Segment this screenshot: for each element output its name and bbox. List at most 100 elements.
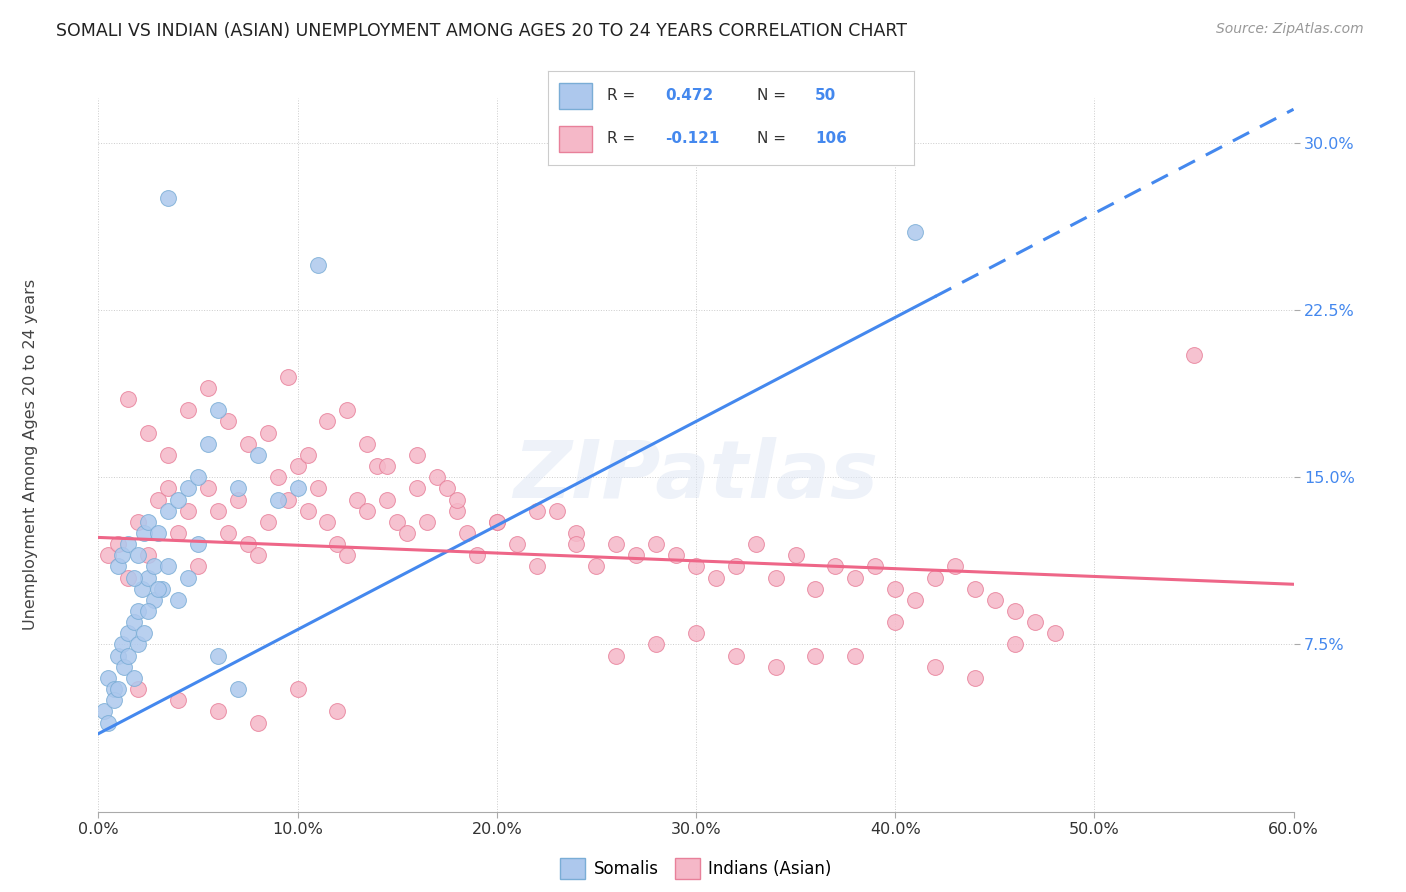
- Point: [127, 637, 149, 651]
- Point: [143, 592, 166, 607]
- Point: [187, 470, 209, 484]
- Point: [375, 492, 398, 507]
- Point: [157, 192, 180, 206]
- Point: [287, 482, 309, 496]
- Point: [785, 548, 807, 563]
- Legend: Somalis, Indians (Asian): Somalis, Indians (Asian): [554, 852, 838, 886]
- FancyBboxPatch shape: [560, 126, 592, 152]
- Point: [446, 492, 468, 507]
- Point: [565, 537, 588, 551]
- Point: [375, 458, 398, 473]
- Text: N =: N =: [756, 87, 790, 103]
- Text: R =: R =: [607, 131, 640, 145]
- FancyBboxPatch shape: [560, 83, 592, 109]
- Point: [844, 648, 866, 663]
- Point: [207, 648, 229, 663]
- Point: [124, 571, 146, 585]
- Point: [297, 448, 319, 462]
- Point: [97, 715, 120, 730]
- Point: [526, 503, 548, 517]
- Point: [256, 515, 278, 529]
- Point: [148, 526, 170, 541]
- Point: [924, 660, 946, 674]
- Text: N =: N =: [756, 131, 790, 145]
- Point: [117, 392, 139, 407]
- Point: [385, 515, 409, 529]
- Point: [117, 648, 139, 663]
- Point: [236, 537, 259, 551]
- Point: [863, 559, 886, 574]
- Point: [107, 681, 129, 696]
- Point: [326, 705, 349, 719]
- Text: -0.121: -0.121: [665, 131, 720, 145]
- Point: [287, 458, 309, 473]
- Point: [884, 615, 907, 630]
- Point: [167, 526, 190, 541]
- Point: [316, 515, 339, 529]
- Point: [456, 526, 478, 541]
- Point: [207, 503, 229, 517]
- Point: [426, 470, 449, 484]
- Point: [436, 482, 458, 496]
- Point: [246, 548, 269, 563]
- Point: [197, 436, 219, 450]
- Point: [366, 458, 388, 473]
- Point: [546, 503, 568, 517]
- Point: [406, 482, 429, 496]
- Point: [177, 482, 200, 496]
- Point: [197, 482, 219, 496]
- Point: [136, 571, 159, 585]
- Point: [406, 448, 429, 462]
- Point: [506, 537, 529, 551]
- Point: [97, 548, 120, 563]
- Point: [724, 648, 747, 663]
- Point: [485, 515, 508, 529]
- Point: [107, 648, 129, 663]
- Point: [824, 559, 846, 574]
- Point: [157, 482, 180, 496]
- Point: [226, 681, 249, 696]
- Point: [136, 515, 159, 529]
- Point: [685, 626, 707, 640]
- Point: [844, 571, 866, 585]
- Point: [1182, 347, 1205, 362]
- Point: [465, 548, 488, 563]
- Text: 106: 106: [815, 131, 846, 145]
- Point: [127, 515, 149, 529]
- Point: [605, 537, 627, 551]
- Text: 50: 50: [815, 87, 837, 103]
- Text: 0.472: 0.472: [665, 87, 714, 103]
- Point: [316, 414, 339, 429]
- Point: [127, 604, 149, 618]
- Point: [1004, 637, 1026, 651]
- Point: [157, 503, 180, 517]
- Point: [256, 425, 278, 440]
- Text: ZIPatlas: ZIPatlas: [513, 437, 879, 516]
- Point: [217, 526, 239, 541]
- Point: [765, 660, 787, 674]
- Point: [111, 637, 134, 651]
- Point: [724, 559, 747, 574]
- Point: [585, 559, 607, 574]
- Point: [963, 671, 986, 685]
- Point: [150, 582, 173, 596]
- Point: [148, 492, 170, 507]
- Point: [134, 626, 156, 640]
- Point: [277, 369, 299, 384]
- Point: [103, 693, 125, 707]
- Point: [924, 571, 946, 585]
- Point: [136, 604, 159, 618]
- Point: [97, 671, 120, 685]
- Point: [93, 705, 115, 719]
- Point: [107, 537, 129, 551]
- Point: [236, 436, 259, 450]
- Point: [277, 492, 299, 507]
- Point: [765, 571, 787, 585]
- Point: [326, 537, 349, 551]
- Point: [177, 403, 200, 417]
- Point: [177, 571, 200, 585]
- Point: [336, 403, 359, 417]
- Point: [207, 705, 229, 719]
- Point: [134, 526, 156, 541]
- Point: [246, 448, 269, 462]
